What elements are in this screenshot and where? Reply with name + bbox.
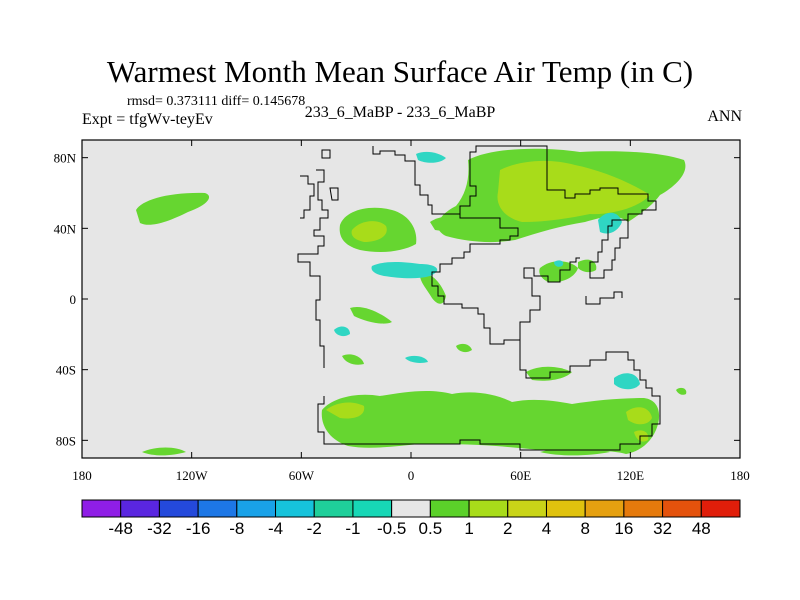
x-tick-label: 120W bbox=[176, 468, 209, 483]
axis-ticks: 180 120W 60W 0 60E 120E 180 80N 40N 0 40S 80S bbox=[54, 140, 750, 483]
colorbar-label: -1 bbox=[345, 519, 360, 538]
anomaly-area bbox=[554, 260, 564, 267]
anomaly-area bbox=[539, 261, 578, 283]
colorbar-swatch bbox=[275, 499, 315, 518]
colorbar-swatch bbox=[507, 499, 547, 518]
anomaly-area bbox=[371, 262, 438, 279]
stats-label: rmsd= 0.373111 diff= 0.145678 bbox=[127, 94, 306, 109]
x-tick-label: 180 bbox=[730, 468, 750, 483]
experiment-comparison-label: 233_6_MaBP - 233_6_MaBP bbox=[304, 104, 496, 121]
coastline bbox=[321, 149, 331, 159]
colorbar-label: 0.5 bbox=[419, 519, 443, 538]
colorbar-swatch bbox=[623, 499, 664, 518]
coastline bbox=[431, 214, 580, 345]
colorbar-swatch bbox=[236, 499, 277, 518]
anomaly-area bbox=[540, 447, 610, 456]
x-tick-label: 0 bbox=[408, 468, 415, 483]
anomaly-area bbox=[676, 387, 687, 395]
colorbar-label: 8 bbox=[580, 519, 589, 538]
x-tick-label: 180 bbox=[72, 468, 92, 483]
colorbar-swatch bbox=[662, 499, 702, 518]
anomaly-area bbox=[497, 160, 650, 222]
experiment-label: Expt = tfgWv-teyEv bbox=[82, 111, 213, 128]
anomaly-area bbox=[614, 373, 640, 390]
colorbar-label: 16 bbox=[614, 519, 633, 538]
colorbar-swatch bbox=[700, 499, 741, 518]
anomaly-area bbox=[598, 212, 622, 234]
season-label: ANN bbox=[707, 108, 742, 125]
anomaly-area bbox=[430, 216, 460, 231]
colorbar-label: -2 bbox=[307, 519, 322, 538]
colorbar-label: 1 bbox=[464, 519, 473, 538]
colorbar-swatch bbox=[81, 499, 122, 518]
colorbar-label: 2 bbox=[503, 519, 512, 538]
anomaly-area bbox=[416, 151, 446, 163]
coastline bbox=[300, 175, 315, 219]
coastlines bbox=[297, 145, 661, 451]
colorbar-swatch bbox=[584, 499, 625, 518]
anomaly-area bbox=[456, 343, 472, 353]
colorbar: -48 -32 -16 -8 -4 -2 -1 -0.5 0.5 1 2 4 8 16 32 48 bbox=[81, 499, 741, 538]
y-tick-label: 40N bbox=[54, 221, 77, 236]
colorbar-swatch bbox=[158, 499, 199, 518]
colorbar-swatch bbox=[429, 499, 470, 518]
anomaly-area bbox=[405, 355, 428, 363]
colorbar-label: -0.5 bbox=[377, 519, 406, 538]
anomaly-area bbox=[526, 366, 572, 381]
coastline bbox=[585, 291, 623, 305]
x-tick-label: 60W bbox=[289, 468, 315, 483]
coastline bbox=[372, 145, 657, 279]
anomaly-area bbox=[321, 390, 660, 454]
anomaly-area bbox=[350, 306, 392, 324]
y-tick-label: 40S bbox=[56, 363, 76, 378]
plot-title: Warmest Month Mean Surface Air Temp (in … bbox=[106, 54, 694, 89]
anomaly-area bbox=[142, 447, 186, 456]
anomaly-area bbox=[578, 259, 597, 273]
colorbar-label: -4 bbox=[268, 519, 283, 538]
anomaly-area bbox=[626, 407, 652, 425]
x-tick-label: 120E bbox=[617, 468, 645, 483]
x-tick-label: 60E bbox=[510, 468, 531, 483]
colorbar-swatch bbox=[197, 499, 238, 518]
colorbar-label: -32 bbox=[147, 519, 172, 538]
colorbar-swatch bbox=[352, 499, 393, 518]
coastline bbox=[297, 169, 329, 368]
anomaly-area bbox=[136, 192, 210, 225]
anomaly-area bbox=[351, 221, 387, 242]
anomaly-area bbox=[334, 326, 350, 337]
colorbar-swatch bbox=[120, 499, 160, 518]
anomaly-area bbox=[342, 354, 364, 365]
anomaly-area bbox=[326, 402, 365, 419]
y-tick-label: 80N bbox=[54, 151, 77, 166]
colorbar-label: 32 bbox=[653, 519, 672, 538]
y-tick-label: 80S bbox=[56, 433, 76, 448]
anomaly-areas bbox=[136, 148, 687, 456]
colorbar-swatch bbox=[468, 499, 509, 518]
colorbar-swatch bbox=[313, 499, 354, 518]
coastline bbox=[329, 187, 339, 201]
colorbar-label: -8 bbox=[229, 519, 244, 538]
colorbar-label: -16 bbox=[186, 519, 211, 538]
coastline bbox=[317, 340, 661, 451]
colorbar-label: 48 bbox=[692, 519, 711, 538]
y-tick-label: 0 bbox=[70, 292, 77, 307]
colorbar-swatch bbox=[391, 499, 431, 518]
colorbar-swatch bbox=[545, 499, 586, 518]
colorbar-label: -48 bbox=[108, 519, 133, 538]
colorbar-label: 4 bbox=[542, 519, 551, 538]
